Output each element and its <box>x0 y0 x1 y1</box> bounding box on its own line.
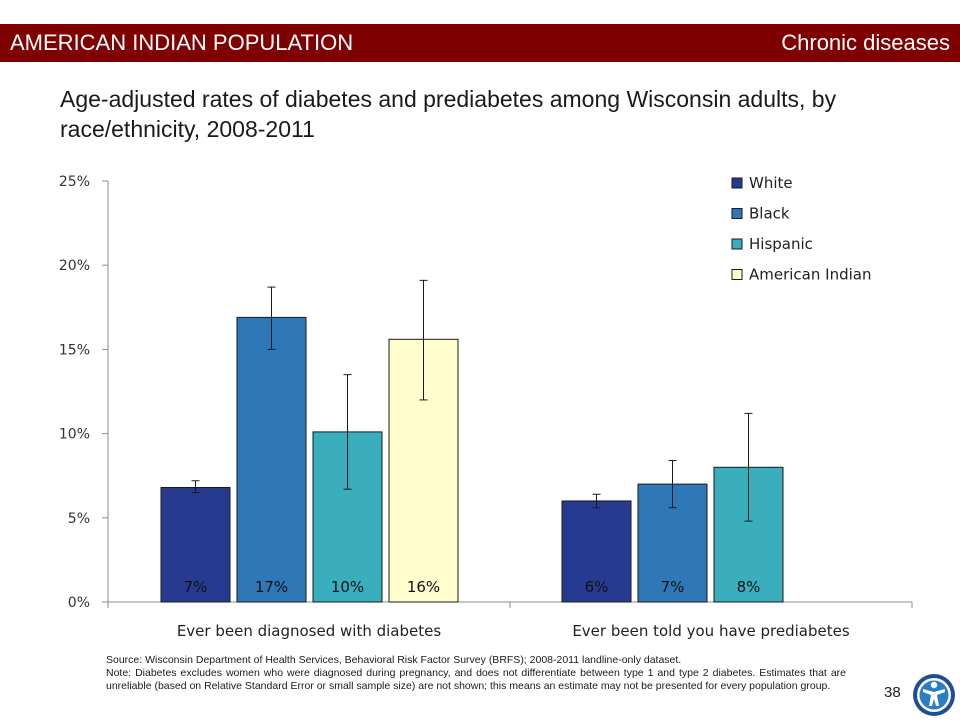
x-category-label: Ever been diagnosed with diabetes <box>177 622 442 640</box>
header-section-label: AMERICAN INDIAN POPULATION <box>10 30 354 55</box>
footnote: Source: Wisconsin Department of Health S… <box>106 654 846 694</box>
y-tick-label: 20% <box>59 258 90 274</box>
legend-label: American Indian <box>749 266 871 284</box>
bar <box>236 316 307 603</box>
data-label: 17% <box>255 578 288 596</box>
y-tick-label: 25% <box>59 174 90 190</box>
legend-label: Hispanic <box>749 235 813 253</box>
data-label: 7% <box>661 578 685 596</box>
data-label: 10% <box>331 578 364 596</box>
bar <box>561 500 632 603</box>
data-label: 6% <box>585 578 609 596</box>
bar <box>160 486 231 603</box>
health-department-logo-icon <box>913 674 955 716</box>
y-tick-label: 15% <box>59 342 90 358</box>
chart-bars: 7% 17% 10% 16% 6% 7% 8% <box>160 279 784 603</box>
legend-label: Black <box>749 205 790 223</box>
source-note: Source: Wisconsin Department of Health S… <box>106 654 682 666</box>
y-tick-label: 0% <box>68 595 90 611</box>
slide-title: Age-adjusted rates of diabetes and predi… <box>60 86 837 142</box>
chart-axes: 0% 5% 10% 15% 20% 25% Ever been diagnosed with… <box>59 174 913 640</box>
header-topic-label: Chronic diseases <box>781 30 950 55</box>
y-tick-label: 5% <box>68 511 90 527</box>
methodology-note: Note: Diabetes excludes women who were d… <box>106 667 846 693</box>
x-category-label: Ever been told you have prediabetes <box>572 622 850 640</box>
y-tick-label: 10% <box>59 427 90 443</box>
chart-legend: White Black Hispanic American Indian <box>731 174 871 284</box>
page-number: 38 <box>884 684 901 701</box>
bar-chart: 0% 5% 10% 15% 20% 25% Ever been diagnosed with… <box>59 174 913 640</box>
legend-swatch <box>731 269 743 280</box>
bar <box>312 431 383 603</box>
legend-swatch <box>731 208 743 219</box>
header-bar: AMERICAN INDIAN POPULATION Chronic disea… <box>0 24 960 62</box>
data-label: 16% <box>407 578 440 596</box>
legend-swatch <box>731 238 743 250</box>
bar <box>637 483 708 603</box>
data-label: 7% <box>184 578 208 596</box>
legend-label: White <box>749 174 793 192</box>
legend-swatch <box>731 177 743 189</box>
data-label: 8% <box>737 578 761 596</box>
